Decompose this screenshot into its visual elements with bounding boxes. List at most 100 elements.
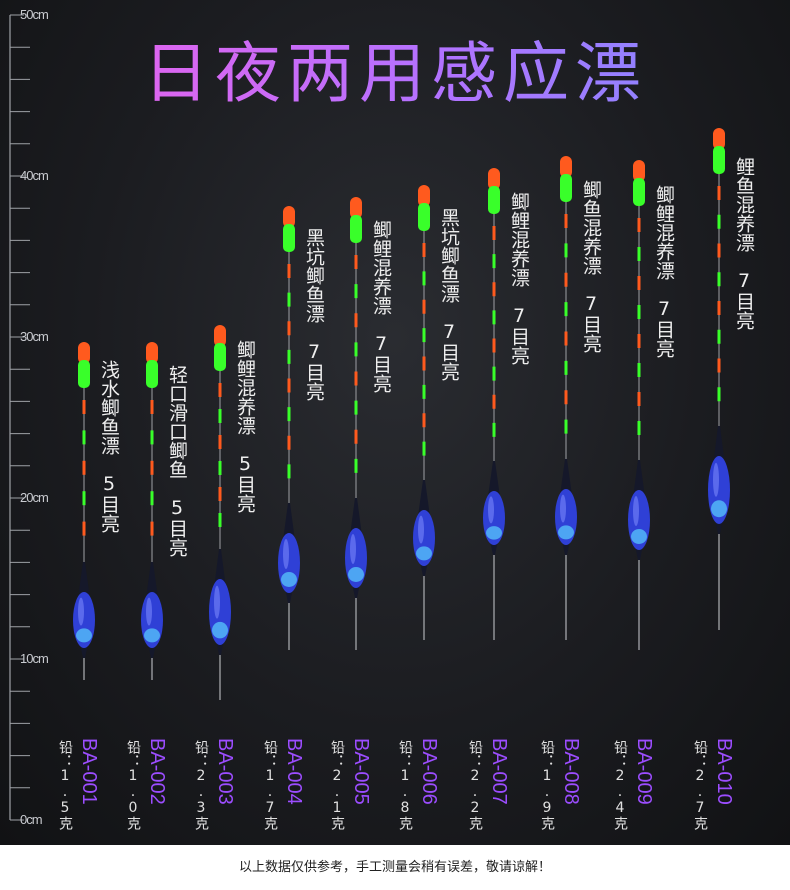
float-segment-mark	[82, 460, 86, 475]
float-body-glow	[212, 621, 228, 639]
float-segment-mark	[218, 487, 222, 501]
float-visibility: 7目亮	[733, 270, 755, 330]
float-weight-label: 铅：	[329, 740, 345, 768]
float-visibility: 5目亮	[98, 473, 120, 533]
float-weight: 铅：1.9克	[539, 740, 555, 830]
float-tip-green	[418, 203, 430, 231]
float-model: BA-005	[350, 738, 372, 805]
ruler-label: 50cm	[20, 7, 49, 22]
float-tip-red	[713, 128, 725, 150]
float-description: 鲫鲤混养漂 5目亮	[234, 340, 256, 513]
float-weight-label: 铅：	[397, 740, 413, 768]
float-segment-mark	[564, 272, 568, 287]
float-weight-label: 铅：	[612, 740, 628, 768]
float-visibility: 7目亮	[508, 305, 530, 365]
float-segment-mark	[422, 441, 426, 456]
ruler-label: 40cm	[20, 168, 49, 183]
float-body-glow	[486, 526, 502, 540]
float-segment-mark	[218, 383, 222, 397]
float-type: 黑坑鲫鱼漂	[303, 228, 325, 323]
float-description: 黑坑鲫鱼漂 7目亮	[303, 228, 325, 401]
float-drawing	[555, 156, 577, 640]
float-body-glow	[144, 628, 160, 643]
float-segment-mark	[218, 513, 222, 527]
float-type: 黑坑鲫鱼漂	[438, 208, 460, 303]
float-segment-mark	[354, 255, 358, 269]
float-segment-mark	[422, 328, 426, 343]
float-segment-mark	[82, 400, 86, 414]
float-segment-mark	[717, 186, 721, 200]
float-weight: 铅：2.1克	[329, 740, 345, 830]
float-segment-mark	[82, 430, 86, 445]
float-tip-red	[214, 325, 226, 347]
float-body-highlight	[146, 597, 152, 626]
float-segment-mark	[637, 363, 641, 377]
float-model: BA-008	[560, 738, 582, 805]
float-visibility: 7目亮	[580, 293, 602, 353]
float-weight-value: 1.7克	[262, 768, 278, 830]
float-tip-red	[146, 342, 158, 364]
float-segment-mark	[422, 243, 426, 257]
float-segment-mark	[637, 276, 641, 290]
float-tip-red	[633, 160, 645, 182]
float-weight-value: 2.3克	[193, 768, 209, 830]
float-drawing	[73, 342, 95, 680]
float-segment-mark	[287, 349, 291, 364]
float-weight-value: 2.7克	[692, 768, 708, 830]
float-model: BA-007	[488, 738, 510, 805]
float-tip-red	[283, 206, 295, 228]
float-weight: 铅：2.2克	[467, 740, 483, 830]
float-item: 鲫鲤混养漂 7目亮铅：2.2克 BA-007	[464, 0, 544, 845]
float-drawing	[345, 197, 367, 650]
float-visibility: 7目亮	[653, 298, 675, 358]
float-description: 鲫鱼混养漂 7目亮	[580, 180, 602, 353]
float-body-highlight	[214, 585, 220, 619]
float-segment-mark	[150, 491, 154, 506]
float-item: 黑坑鲫鱼漂 7目亮 铅：1.8克 BA-006	[394, 0, 474, 845]
float-segment-mark	[218, 461, 222, 475]
float-segment-mark	[354, 400, 358, 415]
ruler-label: 20cm	[20, 490, 49, 505]
float-type: 鲫鲤混养漂	[370, 220, 392, 315]
float-segment-mark	[354, 458, 358, 473]
float-weight-value: 2.4克	[612, 768, 628, 830]
float-model: BA-002	[146, 738, 168, 805]
float-drawing	[278, 206, 300, 650]
float-drawing	[209, 325, 231, 700]
float-type: 鲫鱼混养漂	[580, 180, 602, 275]
float-segment-mark	[564, 390, 568, 405]
float-segment-mark	[564, 360, 568, 375]
float-segment-mark	[492, 310, 496, 325]
float-body-highlight	[350, 534, 356, 564]
float-segment-mark	[637, 218, 641, 232]
float-description: 鲫鲤混养漂 7目亮	[370, 220, 392, 393]
float-segment-mark	[492, 226, 496, 240]
float-tip-green	[214, 343, 226, 371]
float-weight-label: 铅：	[125, 740, 141, 768]
float-tip-green	[633, 178, 645, 206]
float-weight-label: 铅：	[57, 740, 73, 768]
float-weight: 铅：2.7克	[692, 740, 708, 830]
float-weight-value: 1.9克	[539, 768, 555, 830]
float-segment-mark	[637, 247, 641, 261]
float-tip-red	[350, 197, 362, 219]
float-body-highlight	[560, 494, 566, 523]
float-segment-mark	[287, 321, 291, 336]
float-segment-mark	[218, 409, 222, 423]
float-type: 鲫鲤混养漂	[508, 192, 530, 287]
ruler-label: 10cm	[20, 651, 49, 666]
float-segment-mark	[492, 366, 496, 381]
float-segment-mark	[717, 301, 721, 315]
float-tip-green	[78, 360, 90, 388]
float-segment-mark	[564, 243, 568, 258]
page-title: 日夜两用感应漂	[0, 34, 790, 114]
float-description: 轻口滑口鲫鱼 5目亮	[166, 365, 188, 557]
float-segment-mark	[287, 464, 291, 479]
float-description: 浅水鲫鱼漂 5目亮	[98, 360, 120, 533]
float-segment-mark	[287, 264, 291, 278]
float-description: 黑坑鲫鱼漂 7目亮	[438, 208, 460, 381]
float-segment-mark	[717, 329, 721, 344]
float-item: 鲫鲤混养漂 7目亮 铅：2.4克 BA-009	[609, 0, 689, 845]
float-item: 轻口滑口鲫鱼 5目亮 铅：1.0克 BA-002	[122, 0, 202, 845]
float-body-highlight	[633, 496, 639, 526]
